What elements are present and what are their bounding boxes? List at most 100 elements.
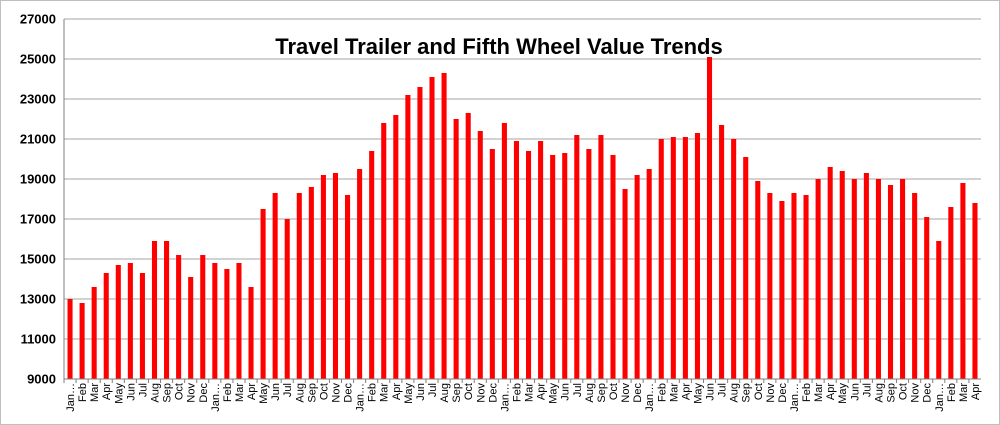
x-tick-label: Apr: [391, 383, 403, 400]
y-tick-label: 21000: [20, 132, 56, 147]
bar: [658, 139, 664, 379]
bar: [332, 173, 339, 379]
x-tick-label: Oct: [174, 383, 186, 400]
y-tick-label: 25000: [20, 52, 56, 67]
bar: [176, 255, 182, 379]
bar: [513, 141, 520, 379]
bar: [236, 263, 242, 379]
bar: [248, 287, 254, 379]
bar: [972, 203, 978, 379]
x-tick-label: Nov: [765, 383, 777, 403]
y-tick-label: 13000: [20, 292, 56, 307]
bar: [489, 149, 495, 379]
bar: [115, 265, 121, 379]
bar: [755, 181, 761, 379]
x-tick-label: Dec: [777, 383, 789, 403]
bar: [562, 153, 568, 379]
bar: [779, 201, 785, 379]
x-tick-label: Aug: [149, 383, 161, 403]
x-tick-label: Mar: [668, 383, 680, 402]
bar: [308, 187, 314, 379]
axes: [63, 19, 981, 383]
bar: [924, 217, 930, 379]
bar: [936, 241, 942, 379]
x-tick-label: May: [403, 383, 415, 404]
bar: [405, 95, 411, 379]
x-tick-label: Jan…: [210, 383, 222, 412]
y-tick-label: 27000: [20, 12, 56, 27]
x-tick-label: Aug: [439, 383, 451, 403]
x-tick-label: Oct: [463, 383, 475, 400]
x-tick-label: Oct: [318, 383, 330, 400]
x-tick-label: Nov: [475, 383, 487, 403]
x-tick-label: Mar: [379, 383, 391, 402]
bar: [320, 175, 326, 379]
x-tick-label: Sep: [306, 383, 318, 403]
y-tick-label: 9000: [27, 372, 56, 387]
x-tick-label: Sep: [162, 383, 174, 403]
x-tick-label: Apr: [101, 383, 113, 400]
x-tick-label: Jul: [282, 383, 294, 397]
bar: [839, 171, 845, 379]
bar: [863, 173, 869, 379]
bar: [851, 179, 857, 379]
bar: [296, 193, 302, 379]
bars: [67, 57, 978, 379]
bar: [719, 125, 725, 379]
x-tick-label: May: [837, 383, 849, 404]
bar: [345, 195, 351, 379]
y-tick-label: 23000: [20, 92, 56, 107]
x-tick-labels: Jan… Feb Mar Apr May Jun Jul Aug Sep Oct Nov Dec Jan…: [65, 383, 982, 412]
x-tick-label: Jul: [861, 383, 873, 397]
bar: [91, 287, 97, 379]
x-tick-label: Mar: [958, 383, 970, 402]
x-tick-label: Jul: [717, 383, 729, 397]
bar: [79, 303, 85, 379]
x-tick-label: Sep: [451, 383, 463, 403]
bar: [550, 155, 556, 379]
bar: [670, 137, 676, 379]
x-tick-label: Jun: [415, 383, 427, 401]
bar: [694, 133, 700, 379]
x-tick-label: May: [113, 383, 125, 404]
bar: [948, 207, 954, 379]
x-tick-label: May: [258, 383, 270, 404]
bar: [538, 141, 544, 379]
x-tick-label: Jun: [705, 383, 717, 401]
bar: [767, 193, 773, 379]
bar: [260, 209, 266, 379]
x-tick-label: Dec: [487, 383, 499, 403]
bar: [212, 263, 218, 379]
bar: [453, 119, 459, 379]
x-tick-label: Jan…: [65, 383, 77, 412]
x-tick-label: Jun: [849, 383, 861, 401]
x-tick-label: Nov: [330, 383, 342, 403]
bar: [477, 131, 483, 379]
bar: [634, 175, 640, 379]
x-tick-label: Sep: [596, 383, 608, 403]
x-tick-label: Aug: [873, 383, 885, 403]
x-tick-label: Feb: [511, 383, 523, 402]
x-tick-label: Mar: [89, 383, 101, 402]
x-tick-label: Nov: [186, 383, 198, 403]
bar: [139, 273, 145, 379]
bar: [393, 115, 399, 379]
bar: [887, 185, 894, 379]
bar: [417, 87, 423, 379]
bar: [960, 183, 966, 379]
x-tick-label: Jan…: [789, 383, 801, 412]
bar: [900, 179, 906, 379]
bar: [127, 263, 133, 379]
bar: [912, 193, 918, 379]
bar: [284, 219, 290, 379]
bar: [188, 277, 194, 379]
x-tick-label: Jan…: [934, 383, 946, 412]
x-tick-label: Apr: [680, 383, 692, 400]
bar: [369, 151, 375, 379]
x-tick-label: Jun: [125, 383, 137, 401]
x-tick-label: Feb: [77, 383, 89, 402]
x-tick-label: Jun: [270, 383, 282, 401]
x-tick-label: Feb: [946, 383, 958, 402]
x-tick-label: May: [692, 383, 704, 404]
